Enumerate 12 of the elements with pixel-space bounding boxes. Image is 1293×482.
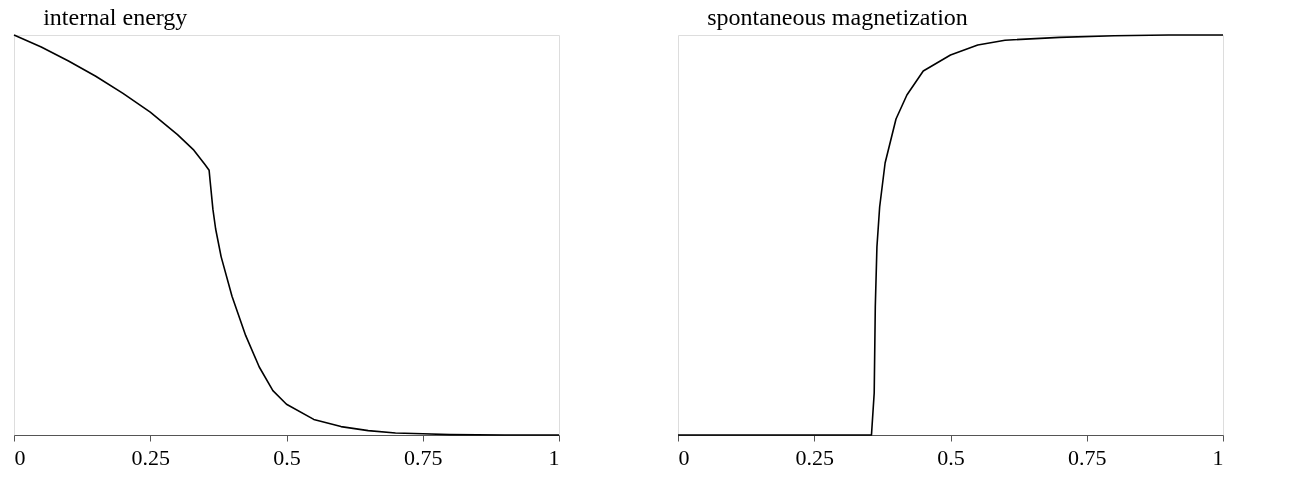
- x-tick-label: 0.5: [937, 444, 965, 470]
- x-tick-label: 0.25: [795, 444, 834, 470]
- x-tick-label: 0.75: [404, 444, 443, 470]
- x-tick-label: 0.5: [273, 444, 301, 470]
- x-tick-label: 1: [548, 444, 560, 470]
- x-tick-label: 0.25: [131, 444, 170, 470]
- chart-title: internal energy: [43, 4, 188, 31]
- x-tick-label: 0.75: [1068, 444, 1107, 470]
- x-tick-label: 1: [1212, 444, 1224, 470]
- x-tick-label: 0: [678, 444, 690, 470]
- x-tick-label: 0: [14, 444, 26, 470]
- chart-title: spontaneous magnetization: [707, 4, 968, 31]
